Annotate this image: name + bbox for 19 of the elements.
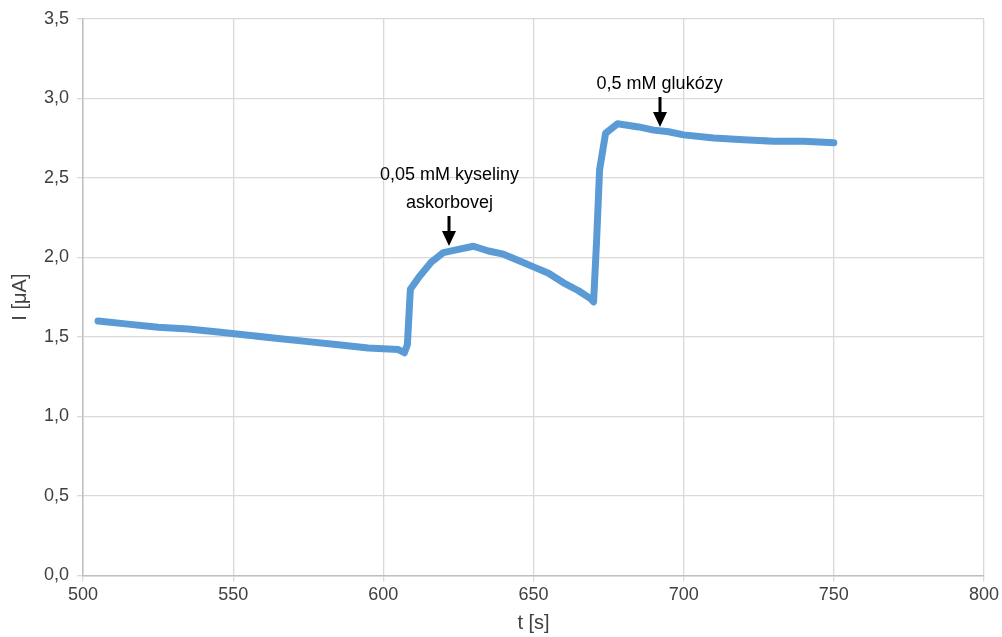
y-axis-title: I [μA] — [7, 273, 30, 321]
x-tick-label: 500 — [68, 584, 99, 605]
x-tick-label: 800 — [968, 584, 1000, 605]
x-axis-title: t [s] — [517, 610, 550, 633]
y-tick-label: 3,0 — [43, 87, 70, 108]
x-tick-label: 650 — [518, 584, 549, 605]
annotation: 0,05 mM kyseliny askorbovej — [378, 163, 520, 215]
y-tick-label: 1,5 — [43, 325, 70, 346]
y-tick-label: 3,5 — [43, 7, 70, 28]
x-tick-label: 600 — [368, 584, 399, 605]
y-tick-label: 0,5 — [43, 484, 70, 505]
y-tick-label: 1,0 — [43, 405, 70, 426]
x-tick-label: 700 — [668, 584, 699, 605]
y-tick-label: 2,0 — [43, 246, 70, 267]
y-tick-label: 0,0 — [43, 564, 70, 585]
annotation: 0,5 mM glukózy — [596, 71, 723, 95]
x-tick-label: 550 — [218, 584, 249, 605]
x-tick-label: 750 — [818, 584, 849, 605]
y-tick-label: 2,5 — [43, 166, 70, 187]
